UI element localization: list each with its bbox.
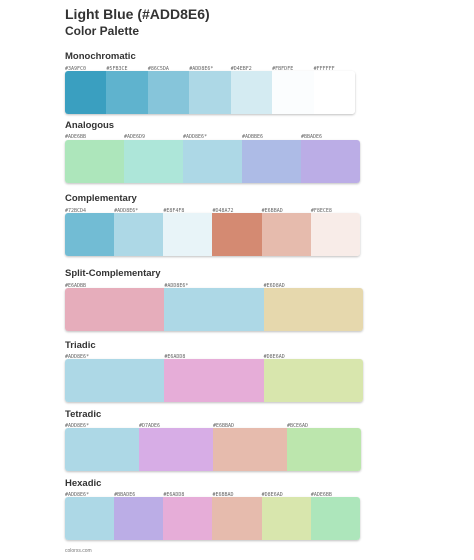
- color-swatch[interactable]: [65, 428, 139, 471]
- color-hex-label: #F8ECE8: [310, 208, 332, 214]
- section-title-complementary: Complementary: [65, 193, 137, 204]
- color-swatch[interactable]: [301, 140, 360, 183]
- color-swatch[interactable]: [163, 497, 213, 540]
- color-swatch[interactable]: [313, 71, 355, 114]
- section-title-monochromatic: Monochromatic: [65, 51, 136, 62]
- color-swatch[interactable]: [65, 213, 115, 256]
- color-swatch[interactable]: [263, 359, 363, 402]
- palette-bar-analogous: [65, 140, 360, 183]
- color-hex-label: #ADD8E6*: [189, 66, 214, 72]
- color-swatch[interactable]: [163, 213, 213, 256]
- color-swatch[interactable]: [147, 71, 190, 114]
- color-swatch[interactable]: [65, 288, 165, 331]
- color-swatch[interactable]: [242, 140, 301, 183]
- color-hex-label: #5FB3CE: [106, 66, 128, 72]
- color-hex-label: #ADE6D9: [124, 134, 146, 140]
- color-hex-label: #E6ADD8: [164, 354, 186, 360]
- color-swatch[interactable]: [139, 428, 213, 471]
- color-swatch[interactable]: [65, 71, 107, 114]
- color-hex-label: #ADD8E6*: [65, 354, 90, 360]
- color-swatch[interactable]: [310, 497, 360, 540]
- section-title-split-complementary: Split-Complementary: [65, 268, 161, 279]
- color-swatch[interactable]: [230, 71, 273, 114]
- palette-bar-hexadic: [65, 497, 360, 540]
- color-swatch[interactable]: [164, 359, 264, 402]
- color-labels-analogous: #ADE6BB #ADE6D9 #ADD8E6* #ADBBE6 #BBADE6: [65, 134, 360, 142]
- color-hex-label: #FBFDFE: [272, 66, 294, 72]
- color-swatch[interactable]: [65, 497, 115, 540]
- section-title-triadic: Triadic: [65, 340, 96, 351]
- color-hex-label: #E8F4F8: [163, 208, 185, 214]
- color-swatch[interactable]: [65, 140, 124, 183]
- color-swatch[interactable]: [261, 497, 311, 540]
- color-hex-label: #D8E6AD: [263, 354, 285, 360]
- color-swatch[interactable]: [212, 497, 262, 540]
- color-swatch[interactable]: [213, 428, 287, 471]
- palette-bar-complementary: [65, 213, 360, 256]
- color-hex-label: #E6ADD8: [163, 492, 185, 498]
- color-hex-label: #E6D8AD: [263, 283, 285, 289]
- color-hex-label: #ADD8E6*: [183, 134, 208, 140]
- color-hex-label: #E6BBAD: [261, 208, 283, 214]
- color-hex-label: #ADD8E6*: [164, 283, 189, 289]
- color-hex-label: #BBADE6: [301, 134, 323, 140]
- color-swatch[interactable]: [261, 213, 311, 256]
- color-swatch[interactable]: [106, 71, 148, 114]
- color-labels-split-complementary: #E6ADBB #ADD8E6* #E6D8AD: [65, 283, 363, 291]
- color-swatch[interactable]: [272, 71, 314, 114]
- section-title-tetradic: Tetradic: [65, 409, 102, 420]
- color-swatch[interactable]: [65, 359, 165, 402]
- color-hex-label: #ADD8E6*: [65, 492, 90, 498]
- section-title-hexadic: Hexadic: [65, 478, 102, 489]
- color-hex-label: #BCE6AD: [287, 423, 309, 429]
- color-hex-label: #E6BBAD: [213, 423, 235, 429]
- color-hex-label: #D4EBF2: [230, 66, 252, 72]
- palette-bar-split-complementary: [65, 288, 363, 331]
- color-hex-label: #86C5DA: [147, 66, 169, 72]
- color-swatch[interactable]: [212, 213, 262, 256]
- color-hex-label: #ADE6BB: [310, 492, 332, 498]
- color-labels-hexadic: #ADD8E6* #BBADE6 #E6ADD8 #E6BBAD #D8E6AD #ADE…: [65, 492, 360, 500]
- color-swatch[interactable]: [310, 213, 360, 256]
- color-swatch[interactable]: [114, 213, 164, 256]
- color-labels-monochromatic: #3A9FC0 #5FB3CE #86C5DA #ADD8E6* #D4EBF2 #FBF…: [65, 66, 355, 74]
- color-hex-label: #D48A72: [212, 208, 234, 214]
- color-hex-label: #FFFFFF: [313, 66, 335, 72]
- color-hex-label: #72BCD4: [65, 208, 87, 214]
- color-hex-label: #ADD8E6*: [65, 423, 90, 429]
- page-title: Light Blue (#ADD8E6): [65, 6, 210, 22]
- color-hex-label: #BBADE6: [114, 492, 136, 498]
- color-swatch[interactable]: [124, 140, 183, 183]
- color-swatch[interactable]: [114, 497, 164, 540]
- color-labels-complementary: #72BCD4 #ADD8E6* #E8F4F8 #D48A72 #E6BBAD #F8E…: [65, 208, 360, 216]
- palette-bar-triadic: [65, 359, 363, 402]
- footer-credit: colorxs.com: [65, 548, 92, 554]
- color-hex-label: #ADBBE6: [242, 134, 264, 140]
- color-labels-tetradic: #ADD8E6* #D7ADE6 #E6BBAD #BCE6AD: [65, 423, 361, 431]
- color-swatch[interactable]: [164, 288, 264, 331]
- color-swatch[interactable]: [287, 428, 361, 471]
- section-title-analogous: Analogous: [65, 120, 115, 131]
- color-hex-label: #E6BBAD: [212, 492, 234, 498]
- color-hex-label: #E6ADBB: [65, 283, 87, 289]
- color-swatch[interactable]: [263, 288, 363, 331]
- color-hex-label: #3A9FC0: [65, 66, 87, 72]
- color-hex-label: #ADE6BB: [65, 134, 87, 140]
- color-swatch[interactable]: [189, 71, 231, 114]
- color-labels-triadic: #ADD8E6* #E6ADD8 #D8E6AD: [65, 354, 363, 362]
- page-subtitle: Color Palette: [65, 24, 140, 38]
- color-hex-label: #D8E6AD: [261, 492, 283, 498]
- color-swatch[interactable]: [183, 140, 242, 183]
- palette-bar-monochromatic: [65, 71, 355, 114]
- color-hex-label: #ADD8E6*: [114, 208, 139, 214]
- color-hex-label: #D7ADE6: [139, 423, 161, 429]
- palette-bar-tetradic: [65, 428, 361, 471]
